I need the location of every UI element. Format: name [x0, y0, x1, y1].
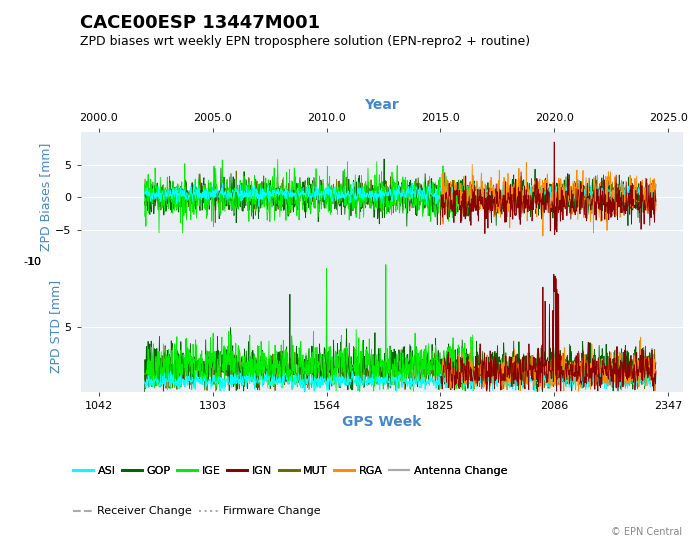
X-axis label: Year: Year — [364, 98, 399, 112]
Text: -10: -10 — [23, 257, 41, 267]
Text: © EPN Central: © EPN Central — [611, 527, 682, 537]
Legend: Receiver Change, Firmware Change: Receiver Change, Firmware Change — [69, 502, 326, 521]
Text: ZPD biases wrt weekly EPN troposphere solution (EPN-repro2 + routine): ZPD biases wrt weekly EPN troposphere so… — [80, 35, 531, 48]
Text: CACE00ESP 13447M001: CACE00ESP 13447M001 — [80, 14, 321, 31]
X-axis label: GPS Week: GPS Week — [342, 415, 421, 429]
Legend: ASI, GOP, IGE, IGN, MUT, RGA, Antenna Change: ASI, GOP, IGE, IGN, MUT, RGA, Antenna Ch… — [69, 462, 512, 481]
Y-axis label: ZPD STD [mm]: ZPD STD [mm] — [49, 280, 62, 373]
Y-axis label: ZPD Biases [mm]: ZPD Biases [mm] — [39, 143, 52, 251]
Text: 10: 10 — [27, 257, 41, 267]
